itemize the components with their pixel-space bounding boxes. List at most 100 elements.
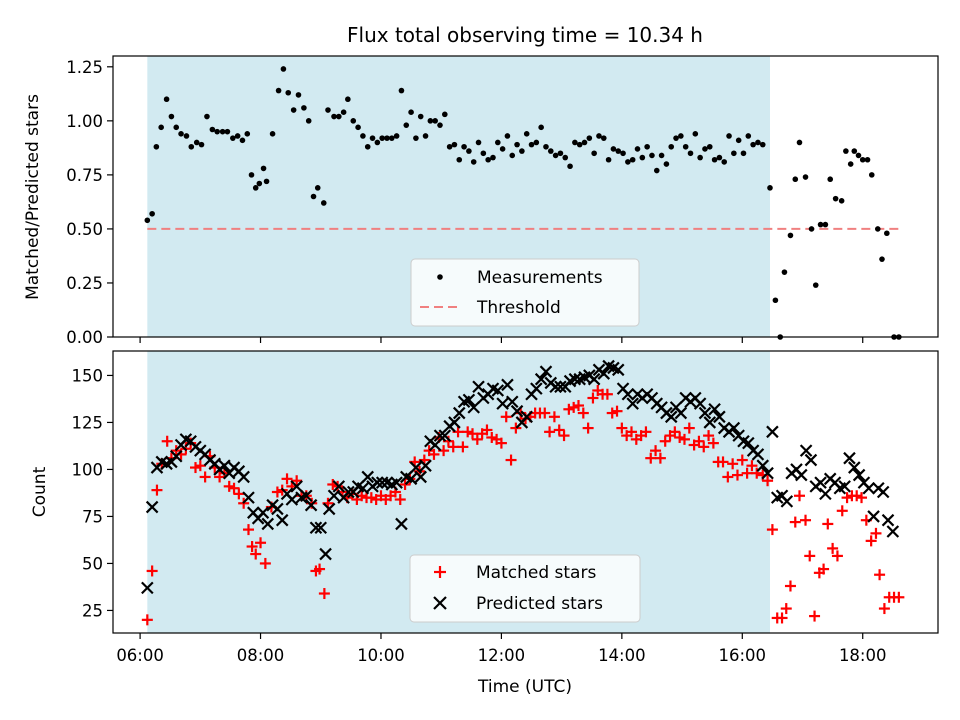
predicted-star-point	[867, 510, 880, 523]
measurement-point	[403, 122, 410, 128]
predicted-star-point	[285, 493, 299, 506]
predicted-star-point	[664, 410, 678, 424]
x-axis-label: Time (UTC)	[477, 677, 572, 697]
matched-star-point	[558, 430, 570, 442]
measurement-point	[374, 139, 381, 146]
matched-star-point	[674, 431, 686, 443]
measurement-point	[802, 174, 809, 180]
y-tick-label: 0.00	[66, 328, 103, 347]
measurement-point	[301, 105, 307, 111]
measurement-point	[219, 128, 226, 135]
matched-star-point	[722, 471, 734, 483]
legend-threshold-label: Threshold	[476, 298, 561, 318]
matched-star-point	[510, 422, 522, 434]
predicted-star-point	[539, 365, 553, 378]
measurement-point	[827, 176, 834, 183]
matched-star-point	[645, 452, 657, 464]
predicted-star-point	[419, 459, 432, 472]
matched-star-point	[650, 445, 662, 457]
measurement-point	[781, 269, 788, 275]
measurement-point	[572, 139, 578, 146]
predicted-star-point	[713, 410, 726, 424]
measurement-point	[605, 156, 612, 163]
measurement-point	[514, 141, 520, 148]
measurement-point	[787, 232, 794, 239]
legend-predicted-marker	[433, 596, 447, 610]
matched-star-point	[731, 469, 743, 481]
predicted-star-point	[438, 429, 452, 442]
measurement-point	[596, 133, 602, 139]
predicted-star-point	[256, 506, 270, 519]
measurement-point	[523, 131, 530, 137]
y-tick-label: 75	[82, 507, 103, 526]
predicted-star-point	[261, 517, 275, 531]
x-tick-label: 10:00	[357, 646, 405, 665]
matched-star-point	[836, 505, 848, 517]
matched-star-point	[577, 407, 589, 419]
matched-star-point	[553, 424, 565, 436]
predicted-star-point	[876, 485, 890, 499]
measurement-point	[851, 148, 858, 154]
predicted-star-point	[795, 468, 808, 482]
predicted-star-point	[703, 416, 717, 429]
measurement-point	[446, 143, 453, 150]
top-y-axis-ticks: 0.00 0.25 0.50 0.75 1.00 1.25	[66, 58, 113, 347]
measurement-point	[209, 126, 216, 133]
measurement-point	[731, 150, 737, 157]
predicted-star-point	[766, 425, 779, 439]
measurement-point	[149, 210, 155, 217]
matched-star-point	[870, 527, 882, 539]
matched-star-point	[223, 480, 235, 492]
matched-star-point	[751, 467, 763, 479]
matched-star-point	[683, 422, 695, 434]
matched-star-point	[741, 467, 753, 479]
measurement-point	[432, 118, 438, 124]
measurement-point	[360, 133, 366, 139]
measurement-point	[874, 226, 881, 232]
measurement-point	[485, 156, 491, 163]
predicted-star-point	[501, 378, 514, 392]
x-tick-label: 14:00	[598, 646, 646, 665]
predicted-star-point	[780, 495, 794, 508]
measurement-point	[269, 131, 276, 137]
measurement-point	[163, 96, 170, 103]
matched-star-point	[678, 433, 690, 445]
predicted-star-point	[169, 450, 183, 463]
measurement-point	[263, 178, 270, 185]
y-tick-label: 0.75	[66, 166, 103, 185]
measurement-point	[204, 113, 210, 120]
measurement-point	[275, 87, 282, 94]
measurement-point	[178, 131, 184, 137]
matched-star-point	[161, 435, 173, 447]
measurement-point	[832, 195, 839, 202]
predicted-star-point	[510, 404, 524, 418]
predicted-star-point	[290, 480, 303, 493]
predicted-star-point	[549, 380, 562, 393]
legend-matched-label: Matched stars	[476, 563, 596, 583]
matched-star-point	[291, 475, 303, 487]
measurement-point	[408, 109, 414, 115]
predicted-star-point	[848, 461, 861, 474]
top-y-axis-label: Matched/Predicted stars	[23, 94, 43, 300]
measurement-point	[759, 141, 766, 148]
measurement-point	[260, 165, 267, 172]
measurement-point	[158, 124, 164, 131]
measurement-point	[417, 113, 424, 120]
predicted-star-point	[554, 380, 567, 393]
predicted-star-point	[756, 459, 770, 472]
matched-star-point	[717, 456, 729, 468]
predicted-star-point	[371, 476, 384, 489]
measurement-point	[884, 230, 890, 237]
measurement-point	[625, 159, 631, 165]
matched-star-point	[457, 441, 469, 453]
measurement-point	[470, 159, 477, 165]
predicted-star-point	[237, 470, 250, 484]
predicted-star-point	[626, 397, 639, 410]
measurement-point	[538, 124, 544, 131]
measurement-point	[364, 143, 371, 150]
measurement-point	[230, 135, 236, 141]
matched-star-point	[606, 407, 618, 419]
matched-star-point	[841, 492, 853, 504]
measurement-point	[711, 156, 718, 163]
measurement-point	[649, 152, 655, 159]
